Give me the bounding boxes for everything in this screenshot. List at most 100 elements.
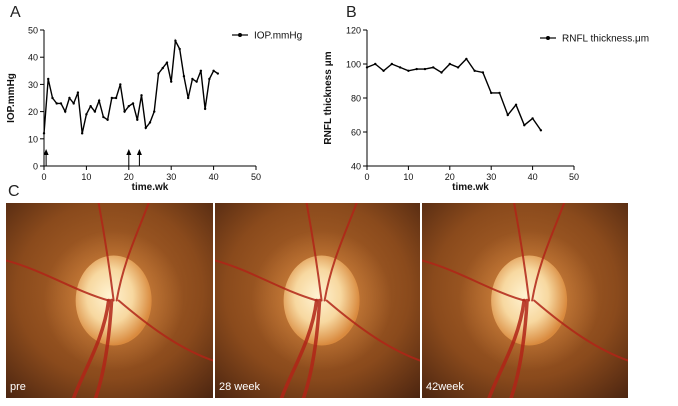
- blood-vessel: [509, 298, 529, 398]
- data-point: [216, 72, 220, 75]
- data-point: [208, 77, 211, 81]
- chart-b: 40 60 80 100 120 0 10 20 30 40 50 time.wk RNFL thick…: [323, 26, 649, 194]
- y-tick-label: 40: [28, 53, 38, 63]
- legend-label: RNFL thickness.μm: [562, 34, 649, 45]
- photo-label-42-week: 42week: [426, 381, 464, 393]
- arrow-head: [43, 149, 49, 155]
- data-point: [473, 69, 476, 73]
- data-point: [415, 67, 418, 71]
- blood-vessel: [93, 298, 114, 398]
- legend-marker: [546, 36, 550, 40]
- data-point: [432, 66, 435, 69]
- x-tick-label: 40: [209, 172, 219, 182]
- x-tick-label: 40: [528, 172, 538, 182]
- data-point: [131, 102, 135, 105]
- blood-vessel: [71, 298, 111, 398]
- x-tick-label: 50: [569, 172, 579, 182]
- fundus-image-28-week: [215, 203, 420, 398]
- data-point: [465, 57, 468, 61]
- data-point: [153, 110, 156, 113]
- blood-vessel: [487, 298, 526, 398]
- y-tick-label: 60: [351, 128, 361, 138]
- blood-vessel: [301, 298, 322, 398]
- data-point: [195, 80, 198, 83]
- data-point: [123, 110, 126, 113]
- data-point: [55, 102, 58, 105]
- data-point: [140, 94, 143, 97]
- data-point: [136, 118, 139, 121]
- data-point: [144, 126, 147, 130]
- data-point: [382, 69, 385, 73]
- photo-label-28-week: 28 week: [219, 381, 260, 393]
- y-tick-label: 10: [28, 134, 38, 144]
- data-point: [523, 124, 526, 127]
- y-tick-label: 20: [28, 107, 38, 117]
- data-point: [514, 103, 518, 107]
- y-tick-label: 100: [346, 60, 361, 70]
- fundus-image-42-week: [422, 203, 628, 398]
- photo-label-pre: pre: [10, 381, 26, 393]
- data-point: [481, 71, 485, 74]
- data-point: [114, 96, 118, 100]
- blood-vessel: [115, 203, 150, 302]
- blood-vessel: [531, 203, 566, 302]
- x-tick-label: 20: [124, 172, 134, 182]
- data-point: [93, 110, 97, 113]
- y-tick-label: 50: [28, 26, 38, 36]
- data-point: [498, 91, 501, 95]
- legend-label: IOP.mmHg: [254, 31, 302, 42]
- data-point: [42, 132, 46, 135]
- blood-vessel: [513, 203, 531, 302]
- y-tick-label: 120: [346, 26, 361, 36]
- data-point: [51, 96, 54, 100]
- fundus-photo-pre: pre: [6, 203, 213, 398]
- data-point: [165, 61, 169, 64]
- data-point: [148, 121, 152, 124]
- data-point: [170, 80, 173, 83]
- data-point: [76, 91, 80, 94]
- blood-vessel: [305, 203, 323, 302]
- data-point: [191, 77, 194, 81]
- fundus-photo-28-week: 28 week: [215, 203, 420, 398]
- panel-letter-c: C: [8, 183, 20, 200]
- data-point: [506, 113, 509, 117]
- series-line: [366, 57, 542, 131]
- data-point: [161, 66, 164, 70]
- legend-marker: [238, 33, 242, 37]
- y-tick-label: 80: [351, 94, 361, 104]
- fundus-image-pre: [6, 203, 213, 398]
- blood-vessel: [325, 299, 420, 362]
- data-point: [531, 117, 534, 120]
- data-point: [72, 102, 75, 105]
- arrow-head: [136, 149, 142, 155]
- x-tick-label: 10: [81, 172, 91, 182]
- x-tick-label: 30: [486, 172, 496, 182]
- y-tick-label: 40: [351, 162, 361, 172]
- data-point: [89, 104, 92, 108]
- data-point: [102, 115, 105, 119]
- x-axis-label: time.wk: [452, 182, 489, 193]
- data-point: [119, 83, 122, 86]
- data-point: [110, 96, 114, 100]
- y-axis-label: RNFL thickness μm: [323, 51, 334, 144]
- blood-vessel: [533, 299, 628, 362]
- data-point: [199, 69, 203, 73]
- x-tick-label: 0: [41, 172, 46, 182]
- y-tick-label: 0: [33, 162, 38, 172]
- y-axis-label: IOP.mmHg: [6, 73, 17, 123]
- data-point: [174, 39, 177, 43]
- data-point: [440, 71, 443, 74]
- data-point: [374, 62, 377, 66]
- data-point: [407, 69, 410, 73]
- blood-vessel: [117, 299, 213, 362]
- data-point: [423, 67, 427, 71]
- data-point: [203, 107, 207, 111]
- data-point: [186, 96, 190, 100]
- blood-vessel: [215, 259, 318, 302]
- arrow-head: [126, 149, 132, 155]
- panel-letter-a: A: [10, 4, 21, 21]
- data-point: [456, 66, 460, 69]
- data-point: [63, 110, 67, 113]
- data-point: [398, 66, 402, 69]
